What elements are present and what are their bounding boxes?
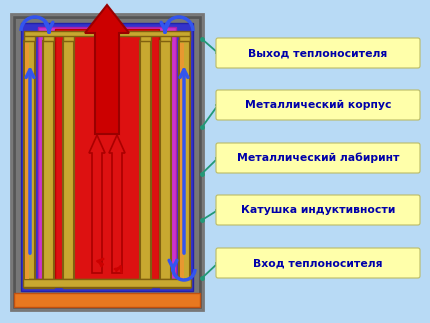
Bar (24, 31, 190, 36)
Polygon shape (89, 135, 105, 273)
Bar (11, 14, 203, 310)
Bar (63, 279, 151, 288)
Bar (24, 279, 54, 288)
Bar (179, 41, 190, 281)
Bar (43, 41, 54, 281)
Bar (14, 293, 200, 307)
FancyBboxPatch shape (216, 143, 420, 173)
Bar (43, 35, 54, 41)
Bar (21, 23, 193, 291)
Bar (24, 41, 35, 281)
Text: Металлический лабиринт: Металлический лабиринт (237, 153, 399, 163)
Polygon shape (109, 135, 125, 273)
Bar (63, 41, 74, 281)
Bar (160, 35, 171, 41)
Bar (23, 279, 191, 287)
Text: Металлический корпус: Металлический корпус (245, 100, 391, 110)
Bar (55, 29, 159, 281)
Bar (140, 41, 151, 281)
Text: Вход теплоносителя: Вход теплоносителя (253, 258, 383, 268)
FancyBboxPatch shape (216, 38, 420, 68)
FancyBboxPatch shape (216, 90, 420, 120)
Bar (179, 35, 190, 41)
FancyBboxPatch shape (216, 195, 420, 225)
FancyBboxPatch shape (216, 248, 420, 278)
Polygon shape (85, 5, 129, 134)
Bar (24, 35, 35, 41)
Bar (14, 17, 200, 307)
Text: Катушка индуктивности: Катушка индуктивности (241, 205, 395, 215)
Bar (63, 35, 74, 41)
Bar (160, 41, 171, 281)
Text: Выход теплоносителя: Выход теплоносителя (249, 48, 387, 58)
Bar (180, 43, 184, 279)
Bar (38, 27, 176, 285)
Bar (140, 35, 151, 41)
Bar (160, 279, 190, 288)
Bar (25, 43, 29, 279)
